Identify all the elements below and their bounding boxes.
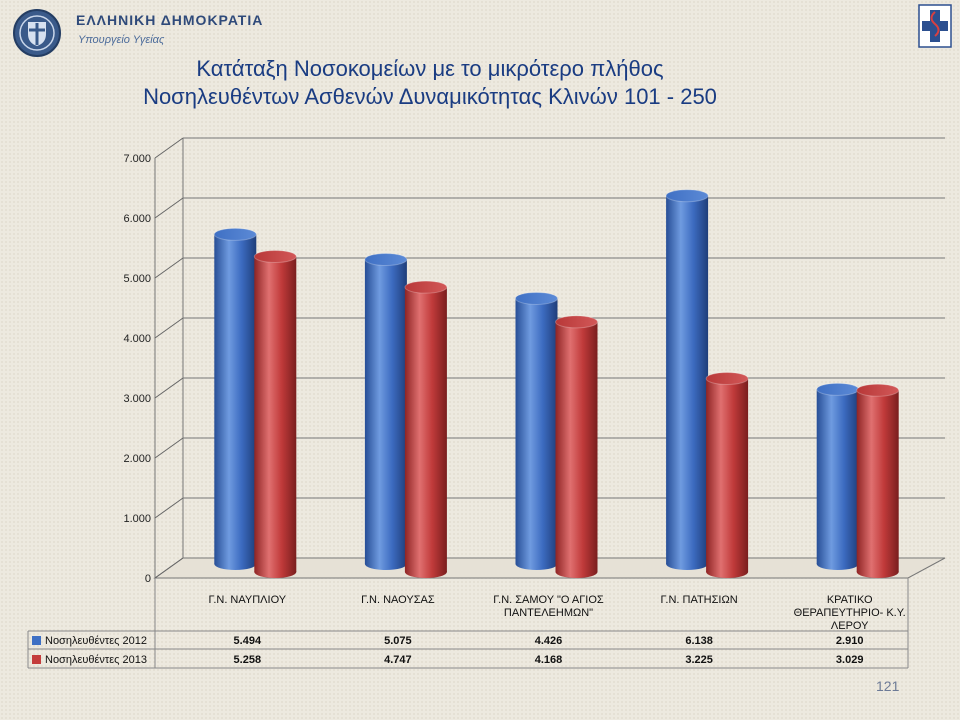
data-label: 2.910 xyxy=(836,635,864,647)
bar-2012-top xyxy=(213,227,257,241)
data-label: 3.029 xyxy=(836,654,864,666)
y-tick-label: 1.000 xyxy=(123,513,151,525)
bar-2013-top xyxy=(705,372,749,385)
bar-2012 xyxy=(515,291,558,570)
organization-name: ΕΛΛΗΝΙΚΗ ΔΗΜΟΚΡΑΤΙΑ xyxy=(76,12,264,28)
y-tick-label: 2.000 xyxy=(123,453,151,465)
bar-2012-base xyxy=(214,558,257,570)
chart-title-line-1: Κατάταξη Νοσοκομείων με το μικρότερο πλή… xyxy=(196,56,664,81)
y-tick-label: 7.000 xyxy=(123,153,151,165)
bar-2012-body xyxy=(364,259,407,564)
category-label: ΛΕΡΟΥ xyxy=(831,620,869,632)
bar-2013-top xyxy=(253,250,297,264)
coat-of-arms-icon xyxy=(13,9,61,57)
y-tick-label: 4.000 xyxy=(123,333,151,345)
bar-2013-top xyxy=(856,383,900,397)
legend-swatch xyxy=(32,636,41,645)
grid-diagonal xyxy=(154,317,184,339)
data-label: 4.426 xyxy=(535,635,563,647)
legend-label: Νοσηλευθέντες 2013 xyxy=(45,654,147,666)
bar-2012-body xyxy=(816,389,859,564)
bar-2012-top xyxy=(665,189,709,203)
medical-logo-icon xyxy=(918,4,952,48)
bar-2012 xyxy=(213,227,257,570)
bar-2013-body xyxy=(856,390,899,572)
category-label: Γ.Ν. ΝΑΟΥΣΑΣ xyxy=(361,594,435,606)
bar-2013-body xyxy=(706,378,749,572)
bar-2012-top xyxy=(364,253,408,266)
legend-swatch xyxy=(32,655,41,664)
category-label: Γ.Ν. ΝΑΥΠΛΙΟΥ xyxy=(208,594,286,606)
grid-diagonal xyxy=(154,197,184,219)
bar-2013-body xyxy=(404,287,447,572)
legend-label: Νοσηλευθέντες 2012 xyxy=(45,635,147,647)
category-label: ΠΑΝΤΕΛΕΗΜΩΝ" xyxy=(504,607,593,619)
data-label: 5.258 xyxy=(234,654,262,666)
bar-2013-top xyxy=(404,280,448,294)
grid-diagonal xyxy=(154,497,184,519)
bar-2012 xyxy=(364,253,408,570)
grid-diagonal xyxy=(154,377,184,399)
bar-2013-base xyxy=(404,566,447,578)
bar-2012-body xyxy=(666,195,709,564)
grid-diagonal xyxy=(154,557,184,579)
bar-2013-body xyxy=(254,256,297,572)
grid-diagonal xyxy=(154,137,184,159)
bar-2013-base xyxy=(856,566,899,578)
bar-2012 xyxy=(665,189,709,570)
y-tick-label: 6.000 xyxy=(123,213,151,225)
bar-2012-body xyxy=(214,234,257,565)
data-label: 4.747 xyxy=(384,654,412,666)
grid-diagonal xyxy=(154,437,184,459)
bar-2013-body xyxy=(555,321,598,572)
bar-2013 xyxy=(705,372,749,578)
y-tick-label: 5.000 xyxy=(123,273,151,285)
category-label: Γ.Ν. ΠΑΤΗΣΙΩΝ xyxy=(661,594,738,606)
data-label: 6.138 xyxy=(685,635,713,647)
bar-2013-top xyxy=(555,315,598,329)
bar-2012-base xyxy=(515,558,558,570)
category-label: ΚΡΑΤΙΚΟ xyxy=(827,594,873,606)
bar-2013-base xyxy=(254,566,297,578)
bar-2012-base xyxy=(666,558,709,570)
bar-2013 xyxy=(253,250,297,578)
y-tick-label: 3.000 xyxy=(123,393,151,405)
data-label: 4.168 xyxy=(535,654,563,666)
category-label: Γ.Ν. ΣΑΜΟΥ "Ο ΑΓΙΟΣ xyxy=(493,594,604,606)
page-number: 121 xyxy=(876,678,900,694)
bar-2012-top xyxy=(816,382,860,396)
category-label: ΘΕΡΑΠΕΥΤΗΡΙΟ- Κ.Υ. xyxy=(794,607,906,619)
bar-2013-base xyxy=(555,566,598,578)
bar-2013 xyxy=(555,315,598,578)
bar-2012-base xyxy=(364,558,407,570)
bar-2013 xyxy=(856,383,900,578)
bar-2013-base xyxy=(706,566,749,578)
ministry-name: Υπουργείο Υγείας xyxy=(78,34,165,46)
bar-2012-body xyxy=(515,298,558,564)
data-label: 3.225 xyxy=(685,654,713,666)
bar-2013 xyxy=(404,280,448,578)
y-tick-label: 0 xyxy=(145,573,151,585)
chart-title-line-2: Νοσηλευθέντων Ασθενών Δυναμικότητας Κλιν… xyxy=(143,84,717,109)
bar-2012-top xyxy=(515,291,558,305)
data-label: 5.075 xyxy=(384,635,412,647)
data-label: 5.494 xyxy=(234,635,262,647)
grid-diagonal xyxy=(154,257,184,279)
bar-2012-base xyxy=(816,558,859,570)
bar-2012 xyxy=(816,382,860,570)
